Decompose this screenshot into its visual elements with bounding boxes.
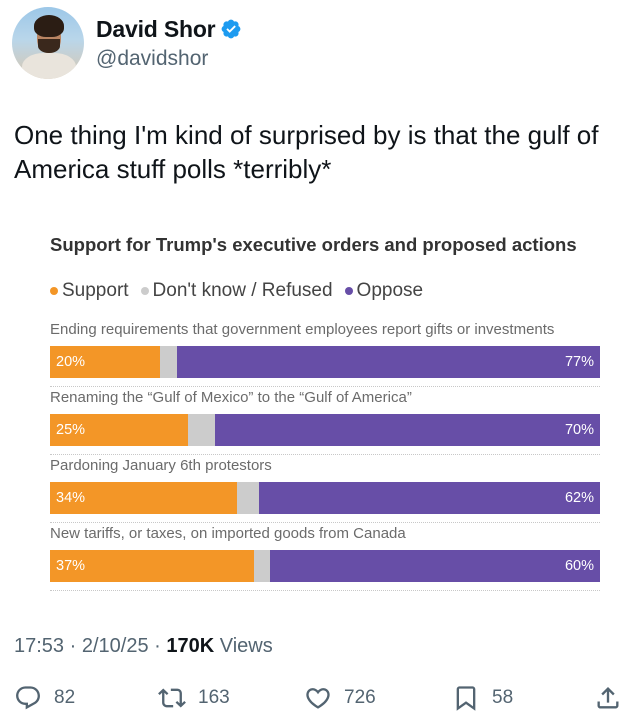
row-divider bbox=[50, 454, 600, 455]
tweet-meta: 17:53 · 2/10/25 · 170K Views bbox=[14, 635, 273, 658]
tweet-header: David Shor @davidshor bbox=[12, 6, 242, 80]
oppose-value: 77% bbox=[564, 354, 594, 370]
poll-chart: Support for Trump's executive orders and… bbox=[50, 228, 602, 598]
chart-row: Pardoning January 6th protestors 34% 62% bbox=[50, 456, 602, 523]
bar-support-segment: 25% bbox=[50, 414, 188, 446]
chart-title: Support for Trump's executive orders and… bbox=[50, 234, 577, 255]
avatar[interactable] bbox=[12, 7, 84, 79]
repost-button[interactable]: 163 bbox=[158, 680, 230, 716]
support-value: 34% bbox=[56, 490, 86, 506]
legend-oppose: Oppose bbox=[344, 280, 424, 302]
chart-row: New tariffs, or taxes, on imported goods… bbox=[50, 524, 602, 591]
row-divider bbox=[50, 590, 600, 591]
action-bar: 82 163 726 58 bbox=[0, 680, 640, 716]
legend-dont-know-dot bbox=[140, 287, 149, 295]
bar-dont-know-segment bbox=[237, 482, 259, 514]
views-count[interactable]: 170K bbox=[166, 635, 215, 657]
verified-badge-icon bbox=[222, 19, 241, 39]
bar-oppose-segment: 77% bbox=[176, 346, 600, 378]
reply-icon bbox=[16, 686, 40, 710]
bar-dont-know-segment bbox=[160, 346, 177, 378]
row-label: New tariffs, or taxes, on imported goods… bbox=[50, 525, 406, 542]
bookmark-icon bbox=[456, 686, 476, 711]
support-value: 25% bbox=[56, 422, 86, 438]
bar-oppose-segment: 60% bbox=[270, 550, 600, 582]
chart-legend: Support Don't know / Refused Oppose bbox=[50, 280, 435, 302]
bar-support-segment: 20% bbox=[50, 346, 160, 378]
author-names: David Shor @davidshor bbox=[96, 16, 242, 71]
bar-oppose-segment: 70% bbox=[215, 414, 600, 446]
row-label: Renaming the “Gulf of Mexico” to the “Gu… bbox=[50, 389, 412, 406]
row-divider bbox=[50, 386, 600, 387]
author-handle[interactable]: @davidshor bbox=[96, 46, 209, 70]
legend-dont-know-label: Don't know / Refused bbox=[152, 280, 333, 301]
legend-support-label: Support bbox=[62, 280, 129, 301]
legend-support-dot bbox=[50, 287, 58, 295]
bookmark-button[interactable]: 58 bbox=[452, 680, 513, 716]
legend-oppose-dot bbox=[344, 287, 353, 295]
repost-icon bbox=[158, 688, 186, 708]
bar-dont-know-segment bbox=[253, 550, 270, 582]
author-display-name[interactable]: David Shor bbox=[96, 15, 216, 42]
share-icon bbox=[597, 687, 619, 709]
tweet-date[interactable]: 2/10/25 bbox=[81, 635, 149, 657]
tweet-time[interactable]: 17:53 bbox=[14, 635, 65, 657]
row-label: Ending requirements that government empl… bbox=[50, 321, 555, 338]
stacked-bar: 34% 62% bbox=[50, 482, 600, 514]
support-value: 37% bbox=[56, 558, 86, 574]
like-button[interactable]: 726 bbox=[304, 680, 376, 716]
meta-separator: · bbox=[64, 635, 82, 657]
chart-row: Ending requirements that government empl… bbox=[50, 320, 602, 387]
reply-count: 82 bbox=[54, 687, 76, 708]
legend-support: Support bbox=[50, 280, 129, 302]
like-count: 726 bbox=[344, 687, 376, 708]
bar-support-segment: 37% bbox=[50, 550, 254, 582]
bookmark-count: 58 bbox=[492, 687, 514, 708]
meta-separator: · bbox=[148, 635, 167, 657]
stacked-bar: 25% 70% bbox=[50, 414, 600, 446]
legend-dont-know: Don't know / Refused bbox=[140, 280, 333, 302]
heart-icon bbox=[306, 688, 330, 709]
repost-count: 163 bbox=[198, 687, 230, 708]
reply-button[interactable]: 82 bbox=[14, 680, 75, 716]
row-divider bbox=[50, 522, 600, 523]
bar-dont-know-segment bbox=[187, 414, 215, 446]
bar-oppose-segment: 62% bbox=[259, 482, 600, 514]
stacked-bar: 20% 77% bbox=[50, 346, 600, 378]
row-label: Pardoning January 6th protestors bbox=[50, 457, 272, 474]
oppose-value: 70% bbox=[564, 422, 594, 438]
share-button[interactable] bbox=[594, 680, 622, 716]
bar-support-segment: 34% bbox=[50, 482, 237, 514]
oppose-value: 62% bbox=[564, 490, 594, 506]
oppose-value: 60% bbox=[564, 558, 594, 574]
tweet-text: One thing I'm kind of surprised by is th… bbox=[14, 120, 599, 184]
stacked-bar: 37% 60% bbox=[50, 550, 600, 582]
support-value: 20% bbox=[56, 354, 86, 370]
views-label: Views bbox=[214, 635, 273, 657]
legend-oppose-label: Oppose bbox=[356, 280, 424, 301]
chart-row: Renaming the “Gulf of Mexico” to the “Gu… bbox=[50, 388, 602, 455]
